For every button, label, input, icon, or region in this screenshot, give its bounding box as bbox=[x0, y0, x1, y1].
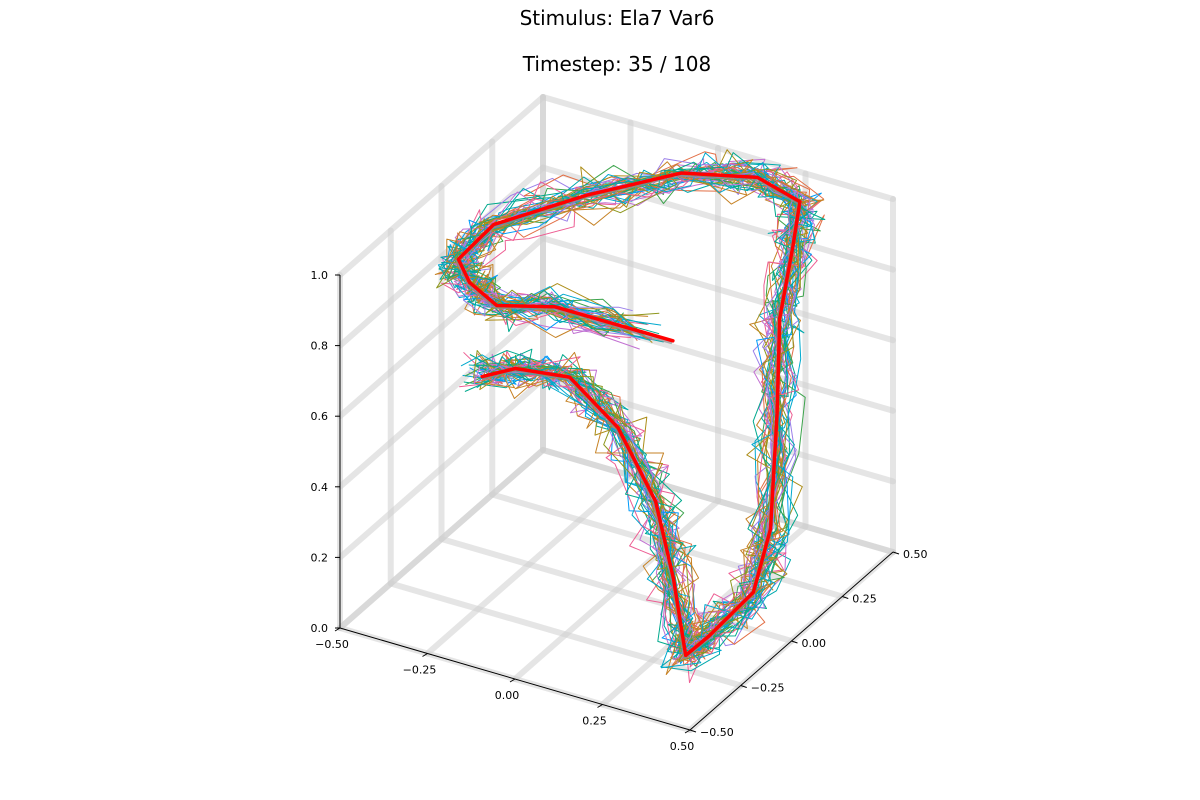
y-tick-label: −0.50 bbox=[700, 726, 734, 739]
mean-trajectory-line bbox=[456, 171, 802, 658]
trajectory-line bbox=[449, 152, 809, 669]
z-tick-label: 0.6 bbox=[311, 410, 329, 423]
tick-labels: −0.50 −0.25 0.00 0.25 0.50 −0.50 −0.25 0.00 0.25… bbox=[311, 269, 928, 753]
x-tick-mark bbox=[684, 729, 691, 734]
grid-line bbox=[540, 235, 896, 344]
z-tick-label: 0.0 bbox=[311, 622, 329, 635]
y-tick-label: 0.00 bbox=[802, 637, 827, 650]
grid-line bbox=[337, 376, 546, 561]
trajectory-line bbox=[440, 162, 806, 668]
y-tick-mark bbox=[842, 596, 849, 599]
z-tick-label: 0.4 bbox=[311, 481, 329, 494]
y-tick-mark bbox=[689, 729, 697, 733]
x-tick-mark bbox=[509, 678, 516, 683]
y-tick-label: 0.25 bbox=[852, 593, 877, 606]
grid-line bbox=[337, 235, 546, 420]
trajectory-line bbox=[453, 152, 810, 653]
chart-title: Stimulus: Ela7 Var6 bbox=[520, 6, 715, 30]
grid-line bbox=[337, 447, 546, 631]
x-tick-mark bbox=[597, 704, 603, 708]
grid-line bbox=[540, 94, 896, 202]
x-tick-label: 0.50 bbox=[670, 740, 695, 753]
grid-line bbox=[540, 447, 896, 555]
z-tick-label: 1.0 bbox=[311, 269, 329, 282]
x-tick-label: 0.00 bbox=[495, 689, 520, 702]
y-tick-mark bbox=[791, 640, 798, 644]
y-tick-mark bbox=[892, 551, 900, 555]
grid-line bbox=[337, 94, 546, 278]
y-tick-label: 0.50 bbox=[903, 548, 928, 561]
axes bbox=[334, 274, 900, 734]
y-tick-label: −0.25 bbox=[751, 682, 785, 695]
trajectory-line bbox=[436, 168, 802, 663]
x-tick-label: −0.50 bbox=[315, 638, 349, 651]
z-tick-label: 0.2 bbox=[311, 551, 329, 564]
x-tick-mark bbox=[422, 653, 428, 657]
grid-line bbox=[337, 305, 546, 490]
x-tick-label: 0.25 bbox=[582, 715, 607, 728]
chart-subtitle: Timestep: 35 / 108 bbox=[522, 52, 711, 76]
y-tick-mark bbox=[740, 685, 747, 688]
grid-line bbox=[387, 580, 744, 689]
z-tick-label: 0.8 bbox=[311, 340, 329, 353]
x-tick-label: −0.25 bbox=[403, 664, 437, 677]
trajectory-line bbox=[442, 158, 815, 661]
mean-trajectory bbox=[456, 171, 802, 658]
